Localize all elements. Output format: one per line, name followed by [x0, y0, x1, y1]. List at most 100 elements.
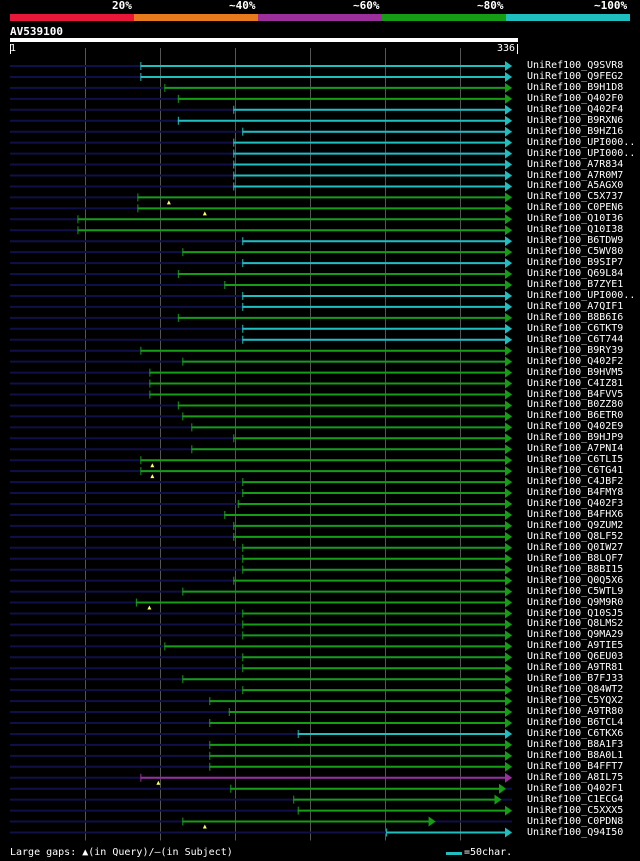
hit-arrow [505, 236, 512, 247]
hit-label-link[interactable]: UniRef100_B4FHX6 [527, 508, 624, 520]
hit-label-link[interactable]: UniRef100_Q69L84 [527, 268, 624, 280]
hit-arrow [505, 674, 512, 685]
hit-label-link[interactable]: UniRef100_UPI000.. [527, 289, 636, 301]
hit-label-link[interactable]: UniRef100_B4FFT7 [527, 760, 624, 772]
query-gap-marker [156, 780, 161, 785]
hit-label-link[interactable]: UniRef100_A7PNI4 [527, 443, 624, 455]
hit-label-link[interactable]: UniRef100_B8A1F3 [527, 738, 624, 750]
hit-label-link[interactable]: UniRef100_B8A0L1 [527, 749, 624, 761]
hit-label-link[interactable]: UniRef100_C1ECG4 [527, 793, 624, 805]
hit-label-link[interactable]: UniRef100_Q9MA29 [527, 629, 624, 641]
hit-label-link[interactable]: UniRef100_C6TKT9 [527, 322, 624, 334]
hit-label-link[interactable]: UniRef100_C0PDN8 [527, 815, 624, 827]
hit-arrow [505, 389, 512, 400]
hit-label-link[interactable]: UniRef100_Q0Q5X6 [527, 574, 624, 586]
hit-label-link[interactable]: UniRef100_C6TKX6 [527, 727, 624, 739]
hit-label-link[interactable]: UniRef100_B4FMY8 [527, 487, 624, 499]
hit-label-link[interactable]: UniRef100_B8B6I6 [527, 311, 624, 323]
hit-arrow [505, 71, 512, 82]
hit-label-link[interactable]: UniRef100_B0ZZ80 [527, 399, 624, 411]
hit-arrow [505, 619, 512, 630]
hit-label-link[interactable]: UniRef100_B4FVV5 [527, 388, 624, 400]
hit-label-link[interactable]: UniRef100_B9SIP7 [527, 257, 624, 269]
hit-label-link[interactable]: UniRef100_Q9ZUM2 [527, 519, 624, 531]
legend-segment-80 [382, 14, 506, 21]
hit-label-link[interactable]: UniRef100_Q402F1 [527, 782, 624, 794]
hit-label-link[interactable]: UniRef100_A7R0M7 [527, 169, 624, 181]
hit-label-link[interactable]: UniRef100_Q0IW27 [527, 541, 624, 553]
hit-label-link[interactable]: UniRef100_Q6EU03 [527, 651, 624, 663]
hit-label-link[interactable]: UniRef100_A5AGX0 [527, 180, 624, 192]
hit-label-link[interactable]: UniRef100_A9TR80 [527, 706, 624, 718]
hit-label-link[interactable]: UniRef100_C5XXX5 [527, 804, 624, 816]
legend-segment-100 [506, 14, 630, 21]
hit-arrow [505, 345, 512, 356]
hit-label-link[interactable]: UniRef100_C6TG41 [527, 465, 624, 477]
hit-arrow [505, 586, 512, 597]
hit-label-link[interactable]: UniRef100_UPI000.. [527, 136, 636, 148]
hit-arrow [505, 750, 512, 761]
hit-arrow [505, 509, 512, 520]
hit-arrow [505, 93, 512, 104]
legend-segment-40 [134, 14, 258, 21]
hit-label-link[interactable]: UniRef100_Q9SVR8 [527, 60, 624, 71]
hit-label-link[interactable]: UniRef100_C4JBF2 [527, 476, 624, 488]
hit-label-link[interactable]: UniRef100_B7ZYE1 [527, 279, 624, 290]
hit-label-link[interactable]: UniRef100_Q10I36 [527, 213, 624, 225]
hit-label-link[interactable]: UniRef100_A9TIE5 [527, 640, 624, 652]
query-gap-marker [150, 463, 155, 468]
hit-label-link[interactable]: UniRef100_Q8LMS2 [527, 618, 624, 630]
hit-label-link[interactable]: UniRef100_B6TDW9 [527, 235, 624, 247]
hit-label-link[interactable]: UniRef100_B9HVM5 [527, 366, 624, 378]
hit-label-link[interactable]: UniRef100_B9H1D8 [527, 81, 624, 93]
hit-arrow [505, 542, 512, 553]
hit-label-link[interactable]: UniRef100_C6TLI5 [527, 454, 624, 466]
hit-label-link[interactable]: UniRef100_Q402E9 [527, 421, 624, 433]
hit-arrow [505, 652, 512, 663]
query-gap-marker [147, 605, 152, 610]
hit-label-link[interactable]: UniRef100_C5YQX2 [527, 695, 624, 707]
hit-arrow [505, 827, 512, 838]
hit-label-link[interactable]: UniRef100_C4IZ81 [527, 377, 624, 389]
hit-label-link[interactable]: UniRef100_Q8LF52 [527, 530, 624, 542]
hit-label-link[interactable]: UniRef100_A9TR81 [527, 662, 624, 674]
hit-arrow [505, 148, 512, 159]
hit-arrow [505, 707, 512, 718]
hit-label-link[interactable]: UniRef100_B6ETR0 [527, 410, 624, 422]
hit-label-link[interactable]: UniRef100_B6TCL4 [527, 717, 624, 728]
hit-label-link[interactable]: UniRef100_Q10SJ5 [527, 607, 624, 619]
hit-label-link[interactable]: UniRef100_B7FJ33 [527, 673, 624, 685]
hit-label-link[interactable]: UniRef100_A7QIF1 [527, 300, 624, 312]
hit-label-link[interactable]: UniRef100_B9RXN6 [527, 114, 624, 126]
hit-label-link[interactable]: UniRef100_A8IL75 [527, 771, 624, 783]
hit-arrow [505, 290, 512, 301]
hit-label-link[interactable]: UniRef100_B9HJP9 [527, 432, 624, 444]
hit-label-link[interactable]: UniRef100_B8LQF7 [527, 552, 624, 564]
hit-label-link[interactable]: UniRef100_C5X737 [527, 191, 624, 203]
hit-label-link[interactable]: UniRef100_A7R834 [527, 158, 624, 170]
hit-arrow [505, 214, 512, 225]
hit-label-link[interactable]: UniRef100_B9HZ16 [527, 125, 624, 137]
hit-arrow [505, 334, 512, 345]
hit-label-link[interactable]: UniRef100_Q402F0 [527, 92, 624, 104]
hit-label-link[interactable]: UniRef100_Q94I50 [527, 826, 624, 838]
hit-label-link[interactable]: UniRef100_Q402F4 [527, 103, 624, 115]
hit-label-link[interactable]: UniRef100_Q84WT2 [527, 684, 624, 696]
hit-arrow [505, 104, 512, 115]
hit-label-link[interactable]: UniRef100_Q402F3 [527, 498, 624, 509]
hit-label-link[interactable]: UniRef100_Q9FEG2 [527, 70, 624, 82]
hit-arrow [505, 520, 512, 531]
hit-label-link[interactable]: UniRef100_UPI000.. [527, 147, 636, 159]
hit-label-link[interactable]: UniRef100_B8BI15 [527, 563, 624, 575]
hit-label-link[interactable]: UniRef100_C5WV80 [527, 246, 624, 258]
query-gap-marker [202, 211, 207, 216]
hit-label-link[interactable]: UniRef100_C5WTL9 [527, 585, 624, 597]
hit-arrow [505, 356, 512, 367]
hit-label-link[interactable]: UniRef100_Q10I38 [527, 224, 624, 236]
hit-arrow [505, 170, 512, 181]
hit-label-link[interactable]: UniRef100_Q9M9R0 [527, 596, 624, 608]
hit-label-link[interactable]: UniRef100_Q402F2 [527, 355, 624, 367]
hit-label-link[interactable]: UniRef100_B9RY39 [527, 344, 624, 356]
hit-label-link[interactable]: UniRef100_C6T744 [527, 333, 624, 345]
hit-label-link[interactable]: UniRef100_C0PEN6 [527, 202, 624, 214]
